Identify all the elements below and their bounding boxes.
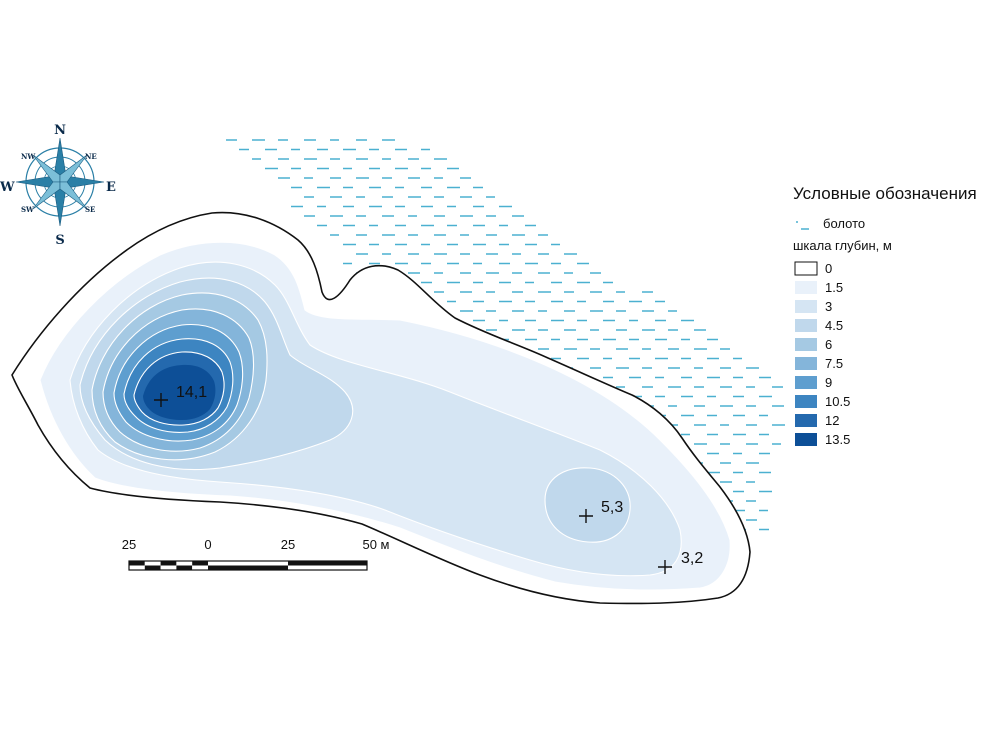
legend-swatch bbox=[795, 414, 817, 427]
legend-swatch bbox=[795, 376, 817, 389]
legend: Условные обозначения болото шкала глубин… bbox=[793, 184, 977, 447]
legend-depth-class: 0 bbox=[794, 261, 832, 276]
compass-west-label: W bbox=[0, 180, 15, 195]
scale-tick-label: 25 bbox=[281, 537, 295, 552]
compass-se-label: SE bbox=[85, 205, 95, 214]
scale-bar-segment bbox=[288, 565, 367, 570]
lake-shoreline bbox=[11, 211, 751, 605]
legend-depth-scale-label: шкала глубин, м bbox=[793, 238, 892, 253]
scale-bar-segment bbox=[176, 561, 193, 566]
compass-sw-label: SW bbox=[21, 205, 34, 214]
legend-class-label: 6 bbox=[825, 337, 832, 352]
depth-point-label: 5,3 bbox=[601, 499, 623, 516]
legend-depth-class: 7.5 bbox=[795, 356, 843, 371]
legend-swamp-label: болото bbox=[823, 216, 865, 231]
legend-depth-class: 4.5 bbox=[795, 318, 843, 333]
scale-bar-segment bbox=[144, 561, 161, 566]
depth-point-label: 14,1 bbox=[176, 384, 207, 401]
compass-south-label: S bbox=[55, 233, 64, 248]
compass-ne-label: NE bbox=[85, 152, 97, 161]
cross-marker-icon bbox=[658, 560, 672, 574]
legend-title: Условные обозначения bbox=[793, 184, 977, 203]
legend-class-label: 13.5 bbox=[825, 432, 850, 447]
scale-tick-label: 25 bbox=[122, 537, 136, 552]
legend-class-label: 10.5 bbox=[825, 394, 850, 409]
legend-swamp-entry: болото bbox=[796, 216, 865, 231]
legend-depth-class: 9 bbox=[795, 375, 832, 390]
legend-class-label: 7.5 bbox=[825, 356, 843, 371]
legend-depth-class: 1.5 bbox=[795, 280, 843, 295]
legend-class-label: 9 bbox=[825, 375, 832, 390]
legend-depth-class: 3 bbox=[795, 299, 832, 314]
depth-point-2: 5,3 bbox=[579, 499, 623, 523]
compass-north-label: N bbox=[54, 123, 66, 138]
legend-class-label: 1.5 bbox=[825, 280, 843, 295]
scale-bar-segment bbox=[192, 561, 208, 566]
scale-bar-segment bbox=[160, 561, 177, 566]
scale-bar-segment bbox=[129, 565, 145, 570]
legend-depth-class: 12 bbox=[795, 413, 839, 428]
scale-bar-segment bbox=[144, 565, 161, 570]
legend-depth-class: 13.5 bbox=[795, 432, 850, 447]
compass-nw-label: NW bbox=[21, 152, 35, 161]
compass-east-label: E bbox=[106, 180, 116, 195]
scale-bar-segment bbox=[129, 561, 145, 566]
legend-depth-class: 10.5 bbox=[795, 394, 850, 409]
scale-bar-segment bbox=[160, 565, 177, 570]
scale-bar-segment bbox=[208, 561, 288, 566]
depth-zone-3-patch bbox=[658, 527, 673, 565]
depth-point-label: 3,2 bbox=[681, 550, 703, 567]
legend-depth-classes: 0 1.5 3 4.5 6 7.5 9 10.5 12 13.5 bbox=[794, 261, 850, 447]
legend-depth-class: 6 bbox=[795, 337, 832, 352]
legend-swatch bbox=[795, 281, 817, 294]
legend-swatch bbox=[794, 261, 818, 276]
depth-point-1: 14,1 bbox=[154, 384, 207, 407]
scale-bar: 25 0 25 50 м bbox=[122, 537, 390, 571]
cross-marker-icon bbox=[154, 393, 168, 407]
legend-class-label: 3 bbox=[825, 299, 832, 314]
legend-swatch bbox=[795, 433, 817, 446]
scale-tick-label: 0 bbox=[204, 537, 211, 552]
depth-zone-4.5-south-basin bbox=[544, 467, 631, 543]
legend-swatch bbox=[795, 357, 817, 370]
scale-tick-label: 50 м bbox=[362, 537, 389, 552]
legend-swatch bbox=[795, 300, 817, 313]
legend-class-label: 0 bbox=[825, 261, 832, 276]
depth-point-3: 3,2 bbox=[658, 550, 703, 574]
legend-class-label: 12 bbox=[825, 413, 839, 428]
scale-bar-segment bbox=[288, 561, 367, 566]
scale-bar-segment bbox=[176, 565, 193, 570]
scale-bar-segments bbox=[129, 561, 367, 570]
legend-swatch bbox=[795, 395, 817, 408]
cross-marker-icon bbox=[579, 509, 593, 523]
legend-class-label: 4.5 bbox=[825, 318, 843, 333]
scale-bar-segment bbox=[192, 565, 208, 570]
swamp-symbol-icon bbox=[796, 221, 809, 230]
legend-swatch bbox=[795, 338, 817, 351]
compass-rose-icon: N S E W NE NW SE SW bbox=[0, 123, 116, 248]
scale-bar-segment bbox=[208, 565, 288, 570]
legend-swatch bbox=[795, 319, 817, 332]
lake bbox=[11, 211, 751, 605]
